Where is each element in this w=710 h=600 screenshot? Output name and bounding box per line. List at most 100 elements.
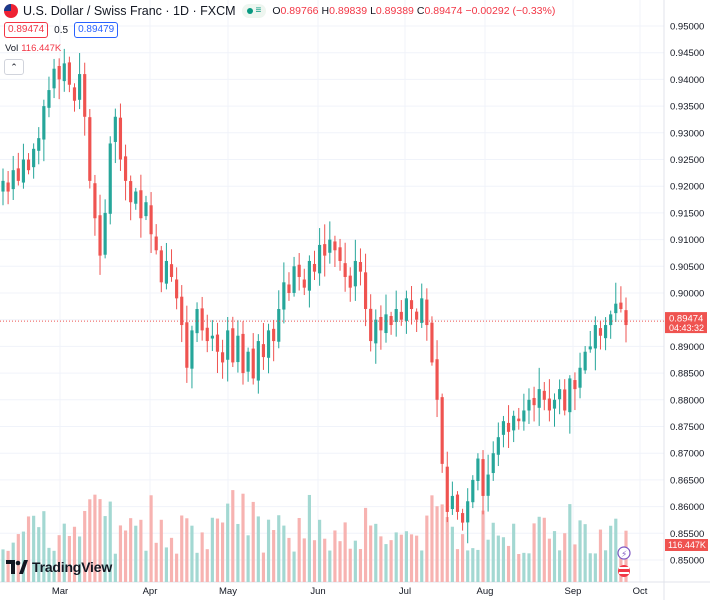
volume-bar — [471, 548, 475, 582]
candle-body — [440, 397, 444, 464]
volume-bar — [558, 550, 562, 582]
candle-body — [226, 330, 230, 360]
candle-body — [88, 117, 92, 181]
us-flag-event-icon[interactable] — [618, 565, 630, 577]
volume-bar — [415, 535, 419, 582]
open-value: 0.89766 — [280, 5, 319, 17]
candle-body — [369, 308, 373, 342]
tradingview-logo[interactable]: TradingView — [6, 559, 112, 575]
market-status-pill[interactable]: ≡ — [241, 4, 267, 18]
candle-body — [614, 303, 618, 314]
candle-body — [21, 159, 26, 183]
volume-bar — [527, 553, 531, 582]
volume-bar — [481, 510, 485, 582]
candle-body — [32, 148, 36, 168]
volume-bar — [307, 494, 311, 582]
volume-bar — [466, 550, 470, 582]
volume-bar — [374, 523, 378, 582]
volume-bar — [78, 536, 82, 582]
close-value: 0.89474 — [424, 5, 463, 17]
candle-body — [16, 168, 20, 181]
volume-bar — [272, 530, 276, 582]
volume-bar — [573, 544, 577, 582]
candle-body — [312, 263, 317, 272]
candle-body — [363, 272, 368, 310]
sell-price-button[interactable]: 0.89474 — [4, 22, 49, 38]
volume-bar — [568, 504, 572, 582]
volume-bar — [598, 529, 603, 582]
volume-bar — [420, 550, 424, 582]
volume-bar — [185, 518, 189, 582]
candle-body — [568, 378, 572, 413]
close-label: C — [416, 5, 425, 17]
volume-legend[interactable]: Vol 116.447K — [5, 43, 61, 54]
candle-body — [415, 311, 419, 320]
buy-price-button[interactable]: 0.89479 — [74, 22, 119, 38]
volume-bar — [169, 537, 174, 582]
volume-bar — [139, 519, 143, 582]
candle-body — [409, 300, 414, 310]
volume-bar — [522, 552, 526, 582]
open-label: O — [272, 5, 281, 17]
volume-bar — [57, 535, 61, 582]
candle-body — [231, 328, 235, 363]
candle-body — [67, 62, 71, 85]
candle-body — [348, 275, 352, 288]
candle-body — [374, 319, 378, 344]
volume-bar — [461, 534, 465, 582]
volume-bar — [1, 549, 5, 582]
y-tick-label: 0.92500 — [670, 155, 704, 166]
volume-bar — [205, 549, 209, 582]
candle-body — [6, 182, 10, 192]
candle-body — [52, 68, 56, 89]
candle-body — [466, 501, 470, 523]
candle-body — [318, 244, 322, 274]
candle-body — [200, 308, 204, 331]
candle-body — [394, 309, 398, 322]
candle-body — [598, 328, 603, 336]
candle-body — [547, 398, 551, 411]
volume-bar — [328, 550, 332, 582]
lightning-event-icon[interactable] — [617, 546, 631, 560]
candle-body — [573, 380, 577, 390]
y-tick-label: 0.92000 — [670, 182, 704, 193]
candle-body — [578, 367, 582, 388]
x-tick-label: May — [219, 586, 237, 597]
volume-bar — [496, 535, 500, 582]
volume-bar — [323, 538, 327, 582]
volume-bar — [593, 553, 597, 582]
candle-body — [113, 116, 117, 142]
candle-body — [379, 316, 383, 331]
market-open-dot-icon — [246, 8, 253, 14]
symbol-title[interactable]: U.S. Dollar / Swiss Franc · 1D · FXCM — [23, 4, 236, 18]
volume-bar — [552, 531, 557, 582]
candle-body — [496, 437, 500, 455]
volume-bar — [491, 522, 495, 582]
volume-bar — [506, 545, 511, 582]
volume-bar — [512, 523, 516, 582]
collapse-legend-button[interactable]: ⌃ — [4, 59, 24, 75]
candle-body — [328, 239, 332, 253]
x-tick-label: Oct — [633, 586, 648, 597]
candle-body — [609, 314, 613, 326]
candle-body — [619, 302, 623, 310]
candle-body — [210, 335, 214, 339]
candle-body — [435, 359, 439, 400]
candle-body — [241, 333, 245, 374]
volume-bar — [246, 535, 250, 582]
candle-body — [11, 170, 15, 190]
bid-ask-row: 0.89474 0.5 0.89479 — [4, 22, 119, 38]
volume-bar — [440, 504, 444, 582]
volume-bar — [450, 526, 454, 582]
volume-bar — [149, 495, 153, 582]
volume-bar — [42, 511, 46, 582]
candle-body — [256, 341, 260, 381]
candle-body — [37, 138, 41, 151]
volume-bar — [190, 525, 194, 582]
volume-bar — [256, 516, 260, 582]
us-flag-stripe — [619, 572, 629, 574]
volume-bar — [108, 501, 112, 582]
volume-bar — [338, 541, 342, 582]
volume-bar — [144, 550, 148, 582]
